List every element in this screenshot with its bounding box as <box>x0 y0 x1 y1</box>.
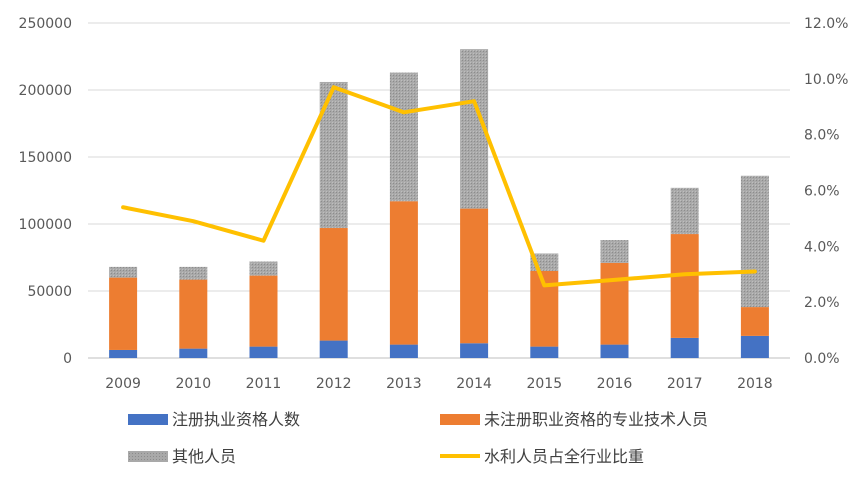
y-right-tick-label: 4.0% <box>804 239 840 255</box>
bar <box>249 261 278 276</box>
x-tick-label: 2017 <box>667 376 703 392</box>
y-left-tick-label: 250000 <box>19 16 72 32</box>
legend-swatch <box>440 414 480 425</box>
y-left-tick-label: 0 <box>63 351 72 367</box>
x-tick-label: 2016 <box>597 376 633 392</box>
x-tick-label: 2014 <box>456 376 492 392</box>
line-series <box>121 85 757 288</box>
bar <box>389 344 418 358</box>
bar <box>179 266 208 280</box>
y-right-tick-label: 12.0% <box>804 16 848 32</box>
bar <box>600 344 629 358</box>
legend-label: 未注册职业资格的专业技术人员 <box>484 410 708 429</box>
y-right-tick-label: 6.0% <box>804 184 840 200</box>
x-axis: 2009 2010 2011 2012 2013 2014 2015 2016 2017 2018 <box>105 376 772 392</box>
y-right-tick-label: 2.0% <box>804 295 840 311</box>
legend-label: 注册执业资格人数 <box>172 410 300 429</box>
bar <box>249 346 278 358</box>
bar <box>460 343 489 358</box>
bar <box>179 279 208 349</box>
bar <box>740 175 769 308</box>
right-axis: 0.0% 2.0% 4.0% 6.0% 8.0% 10.0% 12.0% <box>804 16 848 367</box>
y-right-tick-label: 8.0% <box>804 128 840 144</box>
x-tick-label: 2013 <box>386 376 422 392</box>
bar <box>670 337 699 358</box>
x-tick-label: 2010 <box>175 376 211 392</box>
legend-label: 其他人员 <box>172 447 236 466</box>
bar <box>109 266 138 278</box>
legend-swatch <box>128 414 168 425</box>
y-right-tick-label: 10.0% <box>804 72 848 88</box>
legend-item: 其他人员 <box>128 447 236 466</box>
bar-series <box>109 49 769 358</box>
bar <box>740 307 769 336</box>
x-tick-label: 2009 <box>105 376 141 392</box>
legend-label: 水利人员占全行业比重 <box>484 447 644 466</box>
bar <box>740 335 769 358</box>
bar <box>389 201 418 345</box>
x-tick-label: 2012 <box>316 376 352 392</box>
bar <box>600 240 629 263</box>
bar <box>109 277 138 350</box>
bar <box>460 208 489 344</box>
bar <box>179 348 208 358</box>
y-left-tick-label: 150000 <box>19 150 72 166</box>
legend-item: 注册执业资格人数 <box>128 410 300 429</box>
bar <box>319 340 348 358</box>
legend-swatch <box>128 451 168 462</box>
left-axis: 0 50000 100000 150000 200000 250000 <box>19 16 72 367</box>
bar <box>249 275 278 347</box>
bar <box>600 262 629 345</box>
x-tick-label: 2011 <box>246 376 282 392</box>
bar <box>670 234 699 338</box>
y-left-tick-label: 50000 <box>27 284 72 300</box>
bar <box>389 72 418 202</box>
line-series-path <box>121 85 757 288</box>
bar <box>109 349 138 358</box>
y-left-tick-label: 200000 <box>19 83 72 99</box>
legend-item: 未注册职业资格的专业技术人员 <box>440 410 708 429</box>
x-tick-label: 2015 <box>526 376 562 392</box>
bar <box>319 228 348 341</box>
legend-item: 水利人员占全行业比重 <box>440 447 644 466</box>
bar <box>670 187 699 235</box>
x-tick-label: 2018 <box>737 376 773 392</box>
bar <box>530 346 559 358</box>
y-right-tick-label: 0.0% <box>804 351 840 367</box>
y-left-tick-label: 100000 <box>19 217 72 233</box>
